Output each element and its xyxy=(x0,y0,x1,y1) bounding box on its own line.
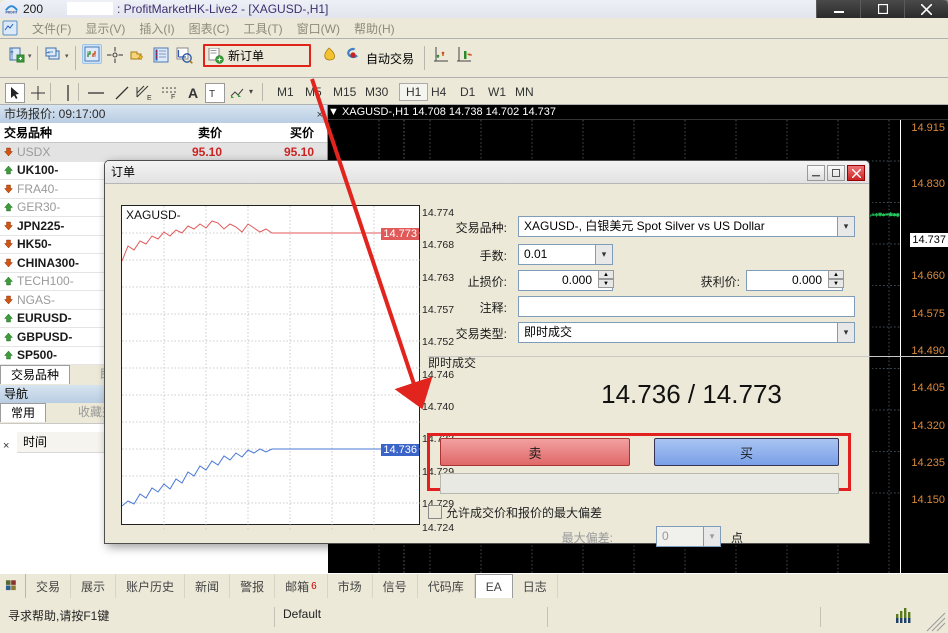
svg-text:PROFIT: PROFIT xyxy=(6,11,18,15)
svg-text:F: F xyxy=(171,94,175,99)
svg-text:T: T xyxy=(209,89,215,99)
svg-text:E: E xyxy=(147,95,152,101)
